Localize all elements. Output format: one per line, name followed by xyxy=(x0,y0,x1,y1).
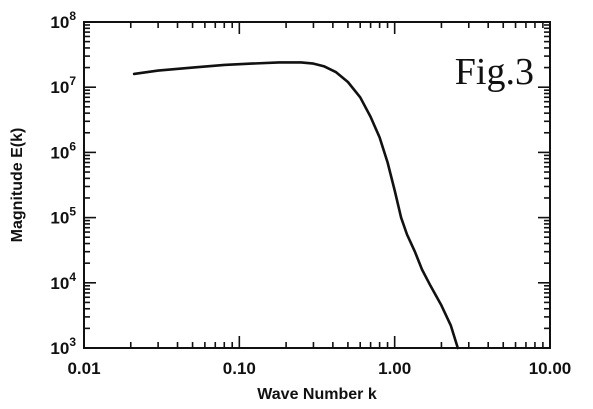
y-tick-label: 103 xyxy=(50,335,76,358)
plot-frame xyxy=(83,21,551,349)
spectrum-line xyxy=(132,61,460,350)
y-tick-label: 108 xyxy=(50,9,76,32)
x-axis-title: Wave Number k xyxy=(257,386,377,403)
chart-annotation: Fig.3 xyxy=(455,51,534,93)
y-tick-label: 107 xyxy=(50,74,76,97)
x-tick-label: 10.00 xyxy=(529,359,572,378)
y-tick-label: 105 xyxy=(50,205,76,228)
y-tick-labels: 103 104 105 106 107 108 xyxy=(50,9,76,358)
y-tick-label: 106 xyxy=(50,139,76,162)
x-tick-label: 0.01 xyxy=(67,359,100,378)
y-tick-label: 104 xyxy=(50,270,76,293)
tick-marks xyxy=(83,21,551,349)
x-tick-label: 1.00 xyxy=(378,359,411,378)
y-axis-title: Magnitude E(k) xyxy=(9,128,26,243)
x-tick-label: 0.10 xyxy=(223,359,256,378)
x-tick-labels: 0.01 0.10 1.00 10.00 xyxy=(67,359,571,378)
